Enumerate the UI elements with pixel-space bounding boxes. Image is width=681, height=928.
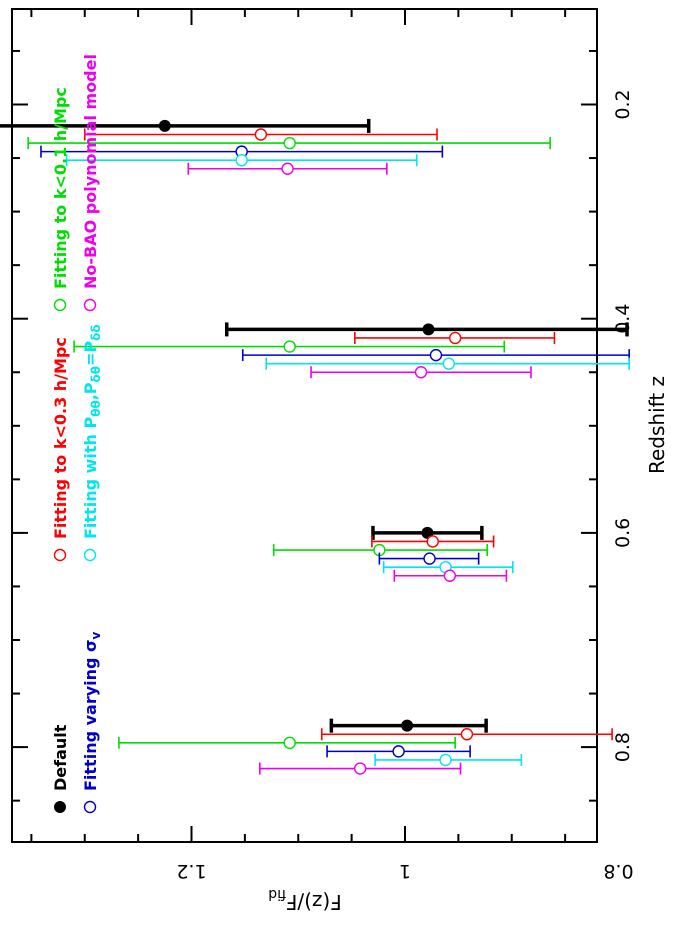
- legend-entry-0: Default: [51, 724, 70, 813]
- data-point: [448, 331, 462, 345]
- series-0: [0, 118, 629, 733]
- series-2: [27, 136, 551, 750]
- axis-tick-labels: 0.20.40.60.80.811.21.6: [176, 89, 634, 882]
- y-tick-label: 0.8: [603, 860, 633, 882]
- data-point: [422, 323, 435, 336]
- legend: Default Fitting varying σv Fitting to k<0.…: [51, 54, 103, 814]
- legend-entry-3: Fitting with Pθθ,Pδθ=Pδδ: [81, 324, 103, 562]
- x-axis-title: Redshift z: [645, 376, 669, 474]
- data-point: [158, 119, 171, 132]
- legend-label: Fitting to k<0.1 h/Mpc: [51, 87, 70, 289]
- legend-marker: [54, 801, 66, 813]
- legend-marker: [53, 548, 67, 562]
- legend-label: Default: [51, 724, 70, 791]
- data-point: [283, 736, 296, 750]
- data-point: [235, 153, 248, 167]
- legend-label: Fitting with Pθθ,Pδθ=Pδδ: [81, 324, 103, 539]
- series-1: [83, 128, 613, 741]
- data-point: [283, 136, 296, 150]
- legend-label: No-BAO polynomial model: [81, 54, 100, 289]
- y-axis-title: F(z)/Ffid: [268, 886, 342, 914]
- series-5: [187, 162, 532, 775]
- data-point: [429, 348, 443, 362]
- x-tick-label: 0.6: [612, 518, 634, 548]
- x-tick-label: 0.8: [612, 732, 634, 762]
- data-point: [443, 569, 457, 582]
- y-tick-label: 1: [399, 860, 411, 882]
- data-point: [426, 535, 439, 548]
- data-point: [423, 552, 436, 565]
- data-point: [283, 340, 296, 353]
- legend-entry-1: Fitting varying σv: [81, 631, 103, 814]
- series-layer: [0, 118, 630, 775]
- legend-marker: [83, 548, 97, 562]
- data-point: [414, 366, 428, 379]
- data-point: [353, 762, 367, 775]
- axis-ticks: [12, 9, 597, 842]
- y-tick-label: 1.2: [176, 860, 206, 882]
- legend-label: Fitting varying σv: [81, 631, 103, 791]
- data-point: [439, 753, 452, 767]
- data-point: [392, 745, 405, 758]
- legend-label: Fitting to k<0.3 h/Mpc: [51, 337, 70, 539]
- data-point: [401, 719, 414, 732]
- legend-marker: [83, 800, 97, 814]
- legend-marker: [83, 298, 97, 312]
- x-tick-label: 0.2: [612, 89, 634, 119]
- data-point: [254, 128, 268, 141]
- data-point: [460, 728, 474, 741]
- legend-marker: [53, 298, 67, 312]
- data-point: [442, 357, 455, 370]
- legend-entry-2: Fitting to k<0.3 h/Mpc: [51, 337, 70, 562]
- data-point: [281, 162, 294, 175]
- legend-entry-4: Fitting to k<0.1 h/Mpc: [51, 87, 70, 312]
- series-4: [65, 153, 630, 767]
- legend-entry-5: No-BAO polynomial model: [81, 54, 100, 312]
- series-3: [40, 145, 630, 758]
